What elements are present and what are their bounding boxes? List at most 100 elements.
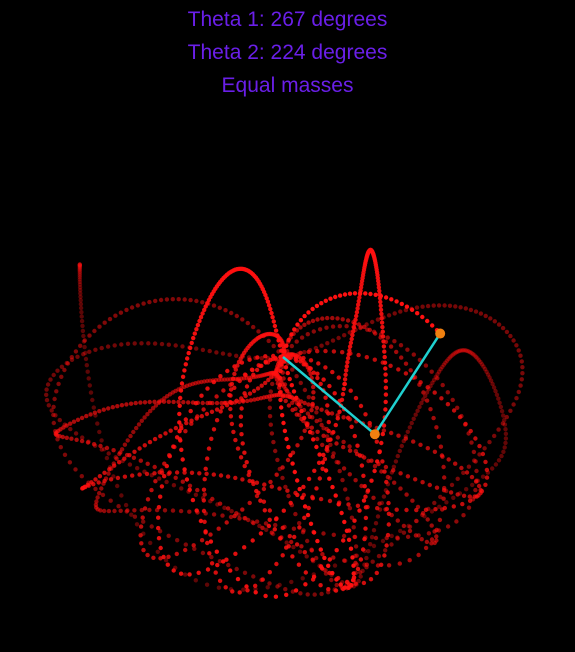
trail-point [397,561,402,566]
trail-point [477,452,482,457]
trail-point [214,394,219,399]
trail-point [207,400,213,406]
trail-point [420,304,425,309]
trail-point [378,293,384,299]
trail-point [310,306,315,312]
trail-point [434,485,440,490]
trail-point [77,275,83,280]
trail-point [320,316,325,321]
trail-point [77,266,83,272]
trail-point [221,559,226,564]
trail-point [438,367,443,372]
trail-point [337,468,342,474]
trail-point [297,549,303,554]
trail-point [496,458,502,463]
trail-point [374,570,379,576]
trail-point [404,492,409,497]
trail-point [97,491,102,496]
trail-point [106,406,111,411]
trail-point [285,488,290,493]
trail-point [182,470,187,475]
trail-point [104,445,110,451]
trail-point [280,553,285,558]
trail-point [441,464,446,470]
trail-point [403,307,409,313]
trail-point [305,332,310,337]
trail-point [111,448,116,453]
trail-point [323,568,328,573]
trail-point [301,484,306,490]
trail-point [119,403,125,408]
trail-point [315,317,320,322]
trail-point [499,409,505,414]
trail-point [326,419,331,425]
trail-point [371,528,377,533]
trail-point [283,587,288,592]
trail-point [77,285,83,290]
trail-point [219,405,225,410]
trail-point [359,463,365,468]
trail-point [209,561,215,566]
trail-point [408,368,413,373]
trail-point [327,498,333,504]
trail-point [188,345,193,351]
trail-point [362,536,367,542]
trail-point [182,297,187,302]
trail-point [321,452,326,458]
trail-point [298,359,303,364]
trail-point [272,527,277,532]
trail-point [437,504,442,509]
trail-point [303,570,308,575]
trail-point [344,364,349,369]
trail-point [483,459,488,465]
trail-point [115,483,120,489]
trail-point [231,429,236,435]
trail-point [133,400,138,406]
trail-point [263,360,268,365]
trail-point [203,529,208,534]
trail-point [314,418,319,424]
trail-point [318,547,323,552]
trail-point [271,343,276,349]
trail-point [508,333,513,339]
trail-point [77,268,82,273]
trail-point [347,291,353,296]
trail-point [205,386,210,391]
trail-point [479,362,485,367]
trail-point [320,466,325,471]
trail-point [466,505,472,510]
trail-point [153,479,158,484]
trail-point [263,521,269,526]
trail-point [205,540,210,546]
trail-point [502,445,507,450]
trail-point [304,422,310,428]
trail-point [61,425,66,430]
trail-point [334,548,339,553]
trail-point [508,408,513,413]
trail-point [310,401,315,407]
trail-point [353,581,358,586]
trail-point [356,322,362,327]
trail-point [302,504,308,509]
trail-point [294,358,299,363]
trail-point [170,508,176,513]
trail-point [386,563,392,568]
trail-point [267,397,273,402]
trail-point [87,333,92,338]
trail-point [249,367,255,372]
trail-point [348,388,353,393]
trail-point [167,470,172,475]
trail-point [437,517,443,523]
trail-point [253,583,258,588]
trail-point [316,361,321,366]
trail-point [266,338,271,344]
trail-point [298,318,304,323]
trail-point [273,522,278,528]
trail-point [306,349,311,354]
trail-point [305,411,311,416]
trail-point [101,407,107,412]
trail-point [183,362,188,367]
trail-point [181,400,186,405]
trail-point [139,341,144,346]
trail-point [267,414,273,419]
